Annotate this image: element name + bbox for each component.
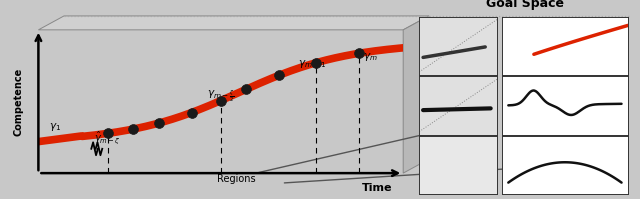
Text: Regions: Regions: [218, 174, 256, 184]
Point: [310, 61, 321, 64]
Point: [274, 74, 284, 77]
Point: [128, 128, 138, 131]
Point: [355, 52, 365, 55]
Point: [241, 88, 252, 91]
Text: Time: Time: [362, 183, 392, 193]
Text: Goal Space: Goal Space: [486, 0, 564, 10]
Point: [186, 111, 196, 114]
Point: [216, 99, 226, 102]
Text: $\gamma_{m-1}$: $\gamma_{m-1}$: [298, 58, 326, 70]
Text: $\hat{\gamma}_{m-\zeta}$: $\hat{\gamma}_{m-\zeta}$: [94, 129, 121, 146]
Point: [102, 132, 113, 135]
Text: Competence: Competence: [13, 67, 23, 136]
Text: $\gamma_{m-\frac{\zeta}{2}}$: $\gamma_{m-\frac{\zeta}{2}}$: [207, 89, 234, 104]
Point: [154, 122, 164, 125]
Polygon shape: [403, 16, 429, 173]
Polygon shape: [38, 16, 429, 30]
Text: $\gamma_1$: $\gamma_1$: [49, 121, 61, 133]
Text: $\gamma_m$: $\gamma_m$: [363, 51, 378, 63]
